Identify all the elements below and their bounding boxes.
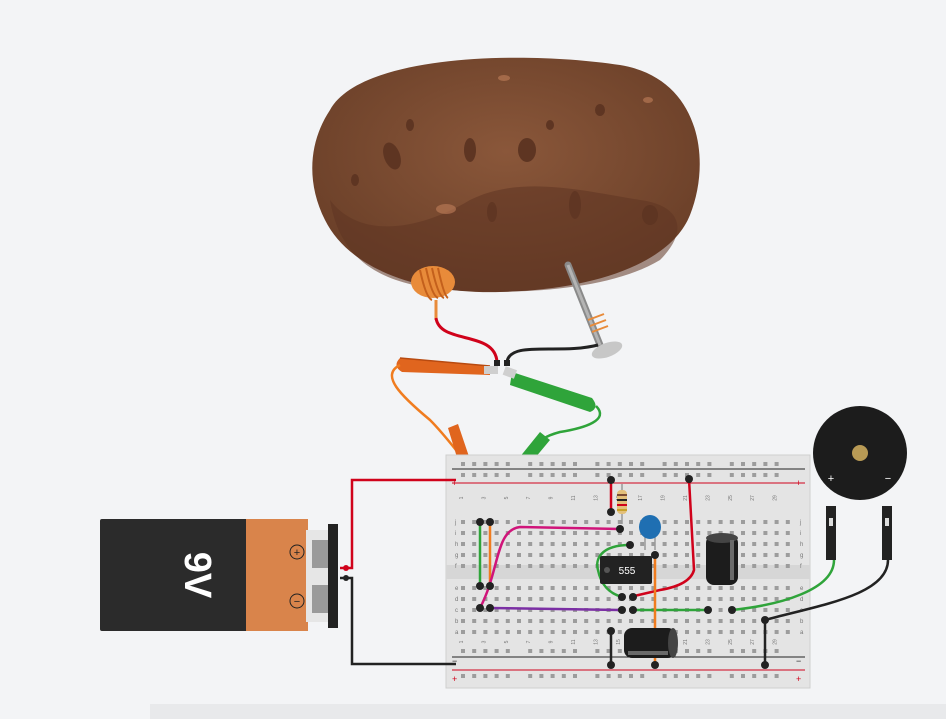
battery-plus-label: + xyxy=(294,547,300,559)
row-letter: j xyxy=(454,520,456,526)
column-number: 3 xyxy=(481,496,487,499)
orange-alligator-clip-top[interactable] xyxy=(396,357,498,375)
row-letter: d xyxy=(455,597,458,603)
column-number: 25 xyxy=(728,495,734,501)
red-wire-vcc[interactable] xyxy=(629,478,696,599)
row-letter: a xyxy=(800,630,804,636)
row-letter: i xyxy=(455,531,456,537)
wire-endpoints xyxy=(476,475,769,669)
buzzer-plus-label: + xyxy=(828,473,834,485)
row-letter: j xyxy=(799,520,801,526)
electrolytic-capacitor-horizontal[interactable] xyxy=(624,628,678,658)
column-number: 25 xyxy=(728,639,734,645)
rail-plus-label-top-right: + xyxy=(796,478,801,488)
column-number: 27 xyxy=(750,495,756,501)
battery-minus-label: − xyxy=(294,596,300,608)
green-alligator-clip-top[interactable] xyxy=(502,366,596,412)
column-number: 9 xyxy=(549,640,555,643)
column-number: 11 xyxy=(571,639,577,644)
column-number: 23 xyxy=(705,639,711,645)
rail-plus-label-bottom-right: + xyxy=(796,674,801,684)
buzzer-positive-wire[interactable] xyxy=(731,559,836,612)
column-number: 11 xyxy=(571,495,577,500)
bottom-strip xyxy=(150,704,946,719)
rail-plus-label-bottom: + xyxy=(452,674,457,684)
buzzer-negative-wire[interactable] xyxy=(764,559,890,622)
row-letter: b xyxy=(800,619,804,625)
column-number: 1 xyxy=(459,640,465,643)
row-letter: f xyxy=(455,564,457,570)
column-number: 7 xyxy=(526,496,532,499)
row-letter: g xyxy=(800,553,803,559)
row-letter: c xyxy=(455,608,458,614)
column-number: 21 xyxy=(683,495,689,501)
resistor[interactable] xyxy=(617,484,627,524)
column-number: 5 xyxy=(504,496,510,499)
purple-wire[interactable] xyxy=(489,606,621,612)
battery-label: 9V xyxy=(176,552,218,599)
zinc-lead-wire[interactable] xyxy=(505,343,599,363)
copper-electrode[interactable] xyxy=(411,266,455,320)
rail-minus-label-bottom-right: − xyxy=(796,656,801,666)
row-letter: g xyxy=(455,553,458,559)
column-number: 1 xyxy=(459,496,465,499)
column-number: 17 xyxy=(638,495,644,501)
rail-plus-label-top: + xyxy=(452,478,457,488)
column-number: 13 xyxy=(593,495,599,501)
zinc-electrode[interactable] xyxy=(564,261,624,362)
column-number: 5 xyxy=(504,640,510,643)
row-letter: f xyxy=(800,564,802,570)
column-number: 15 xyxy=(616,639,622,645)
column-number: 21 xyxy=(683,639,689,645)
potato[interactable] xyxy=(312,57,700,293)
column-number: 7 xyxy=(526,640,532,643)
column-number: 29 xyxy=(773,639,779,645)
column-number: 29 xyxy=(773,495,779,501)
row-letter: i xyxy=(800,531,801,537)
column-number: 23 xyxy=(705,495,711,501)
rail-minus-label-bottom: − xyxy=(452,656,457,666)
ceramic-capacitor[interactable] xyxy=(639,515,661,550)
column-number: 3 xyxy=(481,640,487,643)
row-letters: j ji ih hg gf fe ed dc cb ba a xyxy=(454,520,804,636)
buzzer-minus-label: − xyxy=(885,473,891,485)
green-wire-timing[interactable] xyxy=(596,543,631,599)
column-number: 19 xyxy=(661,495,667,501)
row-letter: d xyxy=(800,597,803,603)
orange-clip-wire[interactable] xyxy=(390,363,457,451)
copper-lead-wire[interactable] xyxy=(434,317,499,363)
chip-555[interactable] xyxy=(600,556,652,584)
row-letter: h xyxy=(800,542,803,548)
row-letter: b xyxy=(455,619,459,625)
column-number: 27 xyxy=(750,639,756,645)
column-number: 13 xyxy=(593,639,599,645)
chip-label: 555 xyxy=(619,566,636,577)
row-letter: h xyxy=(455,542,458,548)
column-number: 9 xyxy=(549,496,555,499)
electrolytic-capacitor-vertical[interactable] xyxy=(706,533,738,585)
row-letter: e xyxy=(800,586,804,592)
magenta-wire[interactable] xyxy=(478,525,621,609)
row-letter: e xyxy=(455,586,459,592)
piezo-buzzer[interactable] xyxy=(813,406,907,560)
battery-9v[interactable] xyxy=(100,519,338,631)
row-letter: a xyxy=(455,630,459,636)
